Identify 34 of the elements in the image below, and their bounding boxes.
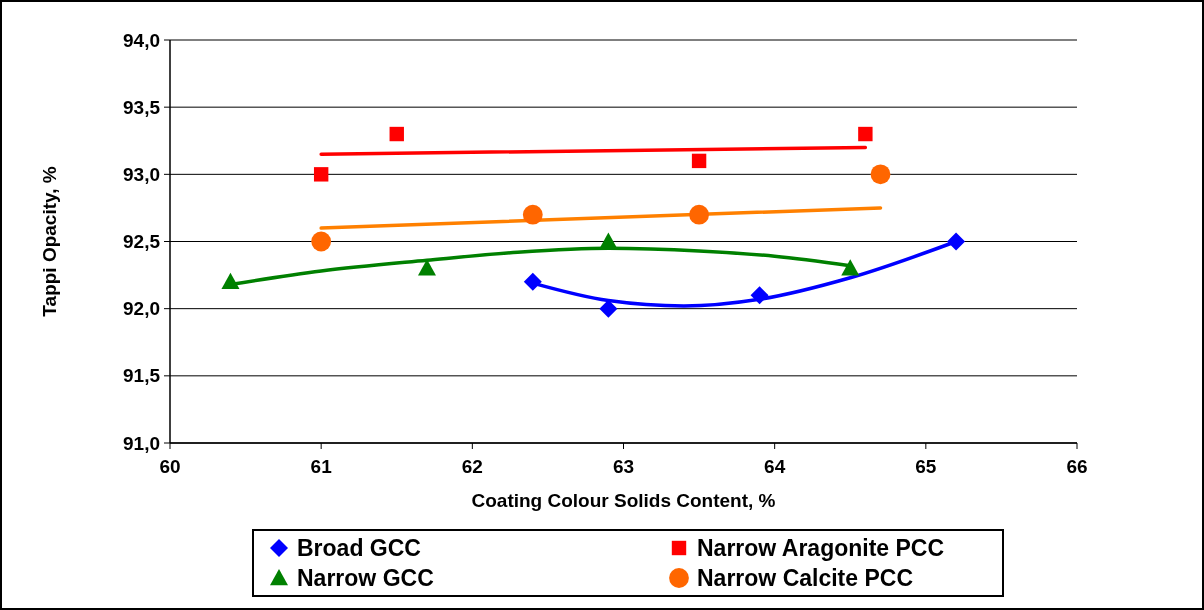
y-axis-title: Tappi Opacity, %: [39, 166, 60, 317]
legend-label: Broad GCC: [297, 535, 421, 562]
point: [599, 232, 618, 249]
point: [691, 153, 707, 169]
x-tick-label: 66: [1066, 456, 1088, 477]
point: [313, 167, 329, 182]
x-axis-title: Coating Colour Solids Content, %: [471, 490, 776, 511]
point: [947, 232, 966, 251]
x-tick-label: 62: [461, 456, 483, 477]
legend-label: Narrow Aragonite PCC: [697, 535, 945, 562]
point: [389, 126, 404, 142]
y-tick-label: 93,5: [123, 96, 161, 118]
point: [522, 204, 543, 225]
x-tick-label: 60: [159, 456, 181, 477]
point: [858, 126, 873, 142]
point: [750, 286, 769, 305]
y-tick-label: 91,0: [123, 432, 160, 454]
legend-label: Narrow Calcite PCC: [697, 565, 914, 592]
x-tick-label: 64: [764, 456, 786, 477]
point: [689, 204, 709, 225]
point: [311, 231, 332, 252]
legend-label: Narrow GCC: [297, 565, 434, 592]
point: [841, 259, 860, 276]
y-tick-label: 94,0: [123, 29, 160, 51]
y-tick-label: 92,0: [123, 298, 160, 320]
x-tick-label: 63: [612, 456, 635, 477]
point: [870, 164, 891, 185]
x-tick-label: 65: [915, 456, 937, 477]
y-tick-label: 91,5: [123, 365, 161, 387]
point: [221, 272, 240, 289]
y-tick-label: 92,5: [123, 231, 161, 253]
x-tick-label: 61: [310, 456, 333, 477]
point: [523, 272, 542, 291]
y-tick-label: 93,0: [123, 163, 160, 185]
